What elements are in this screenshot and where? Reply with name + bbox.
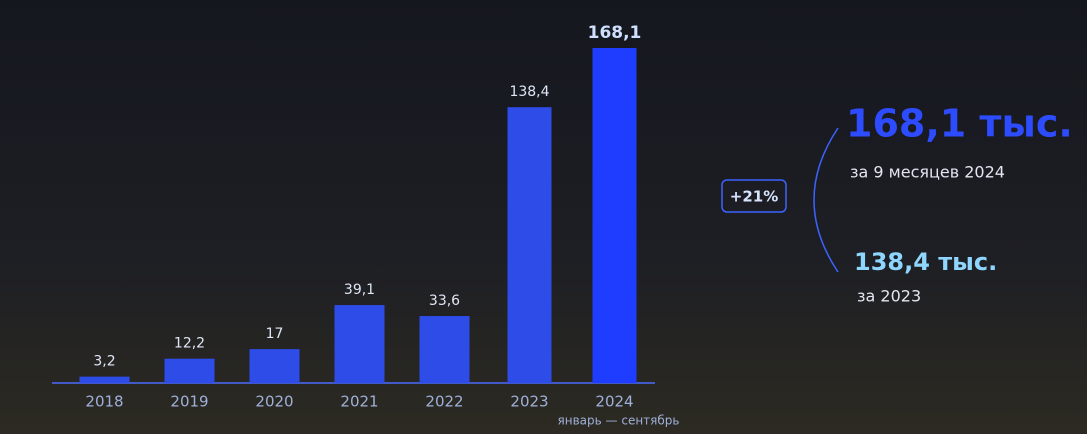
value-label: 33,6 — [429, 293, 460, 309]
growth-label: +21% — [730, 188, 778, 206]
value-label: 39,1 — [344, 282, 375, 298]
x-tick-label: 2021 — [340, 393, 378, 411]
bracket-arc — [813, 127, 839, 273]
value-label: 12,2 — [174, 336, 205, 352]
total-2023-caption: за 2023 — [857, 287, 921, 306]
x-tick-label: 2022 — [425, 393, 463, 411]
growth-box — [721, 179, 787, 213]
bar — [164, 358, 215, 383]
value-label: 3,2 — [93, 354, 115, 370]
bar — [419, 316, 470, 383]
bar — [507, 107, 552, 383]
bar — [79, 376, 130, 383]
x-tick-label: 2019 — [170, 393, 208, 411]
x-tick-label: 2018 — [85, 393, 123, 411]
bar — [249, 349, 300, 383]
x-tick-label: 2023 — [510, 393, 548, 411]
bar — [334, 305, 385, 383]
x-tick-label: 2024 — [595, 393, 633, 411]
total-2023: 138,4 тыс. — [854, 248, 997, 276]
x-tick-label: 2020 — [255, 393, 293, 411]
total-2024-caption: за 9 месяцев 2024 — [850, 163, 1005, 182]
total-2024: 168,1 тыс. — [846, 102, 1073, 146]
bar — [592, 48, 637, 383]
value-label: 17 — [266, 326, 284, 342]
value-label: 168,1 — [588, 23, 642, 43]
x-tick-note: январь — сентябрь — [558, 414, 680, 428]
value-label: 138,4 — [509, 84, 549, 100]
